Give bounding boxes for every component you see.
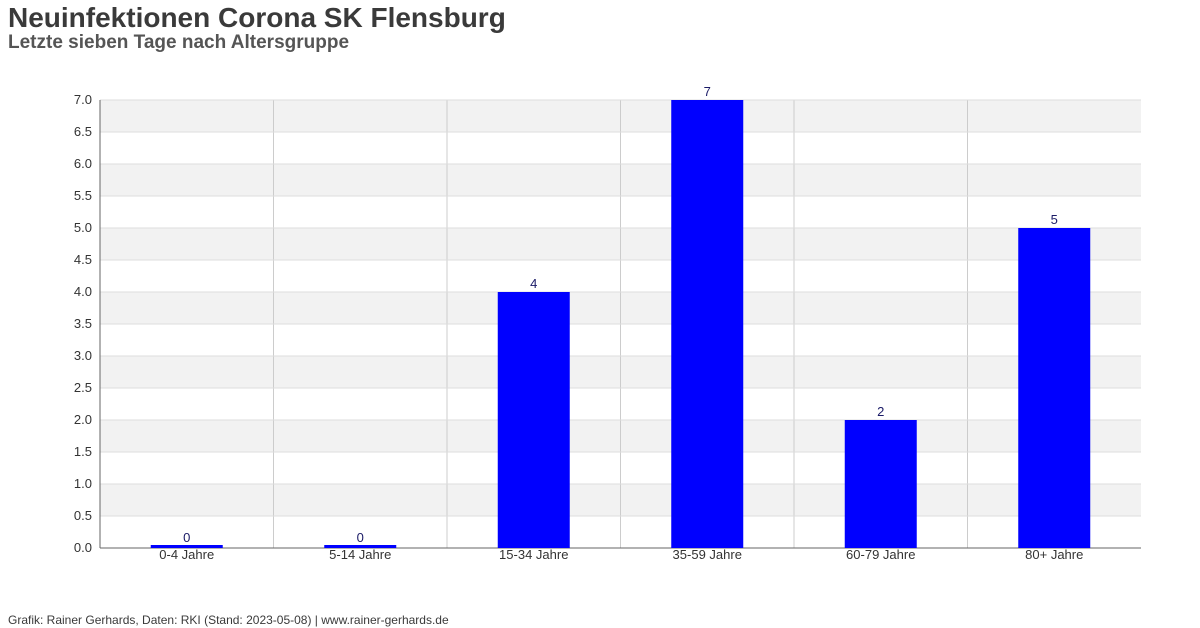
svg-text:5: 5 (1051, 212, 1058, 227)
svg-text:3.5: 3.5 (74, 316, 92, 331)
svg-text:5-14 Jahre: 5-14 Jahre (329, 547, 391, 562)
svg-text:5.5: 5.5 (74, 188, 92, 203)
svg-text:1.0: 1.0 (74, 476, 92, 491)
svg-text:6.5: 6.5 (74, 124, 92, 139)
svg-text:0: 0 (183, 530, 190, 545)
svg-text:2.0: 2.0 (74, 412, 92, 427)
svg-text:35-59 Jahre: 35-59 Jahre (673, 547, 742, 562)
svg-text:7.0: 7.0 (74, 92, 92, 107)
svg-text:60-79 Jahre: 60-79 Jahre (846, 547, 915, 562)
svg-text:0: 0 (357, 530, 364, 545)
svg-text:2.5: 2.5 (74, 380, 92, 395)
svg-text:0.5: 0.5 (74, 508, 92, 523)
svg-text:0.0: 0.0 (74, 540, 92, 555)
svg-text:15-34 Jahre: 15-34 Jahre (499, 547, 568, 562)
svg-text:3.0: 3.0 (74, 348, 92, 363)
svg-text:0-4 Jahre: 0-4 Jahre (159, 547, 214, 562)
svg-text:4: 4 (530, 276, 537, 291)
svg-text:4.0: 4.0 (74, 284, 92, 299)
svg-text:1.5: 1.5 (74, 444, 92, 459)
svg-text:7: 7 (704, 84, 711, 99)
svg-text:4.5: 4.5 (74, 252, 92, 267)
svg-text:80+ Jahre: 80+ Jahre (1025, 547, 1083, 562)
svg-text:2: 2 (877, 404, 884, 419)
svg-text:6.0: 6.0 (74, 156, 92, 171)
svg-text:5.0: 5.0 (74, 220, 92, 235)
